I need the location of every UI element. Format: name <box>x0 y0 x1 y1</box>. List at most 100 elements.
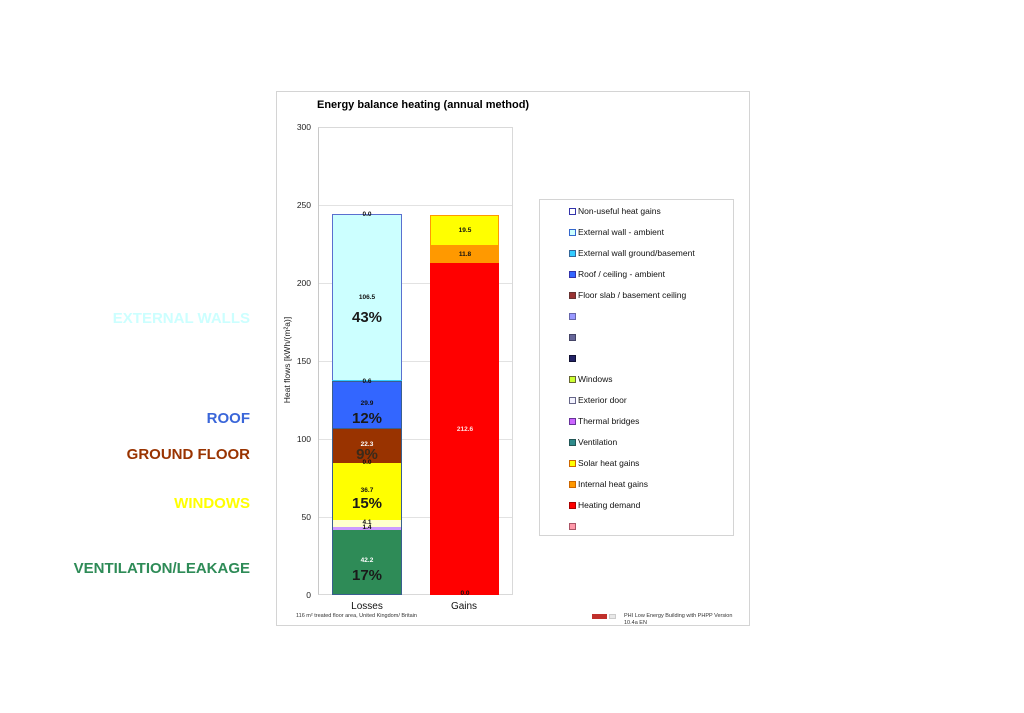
legend-item-ventilation: Ventilation <box>569 436 617 448</box>
legend-swatch-icon <box>569 333 576 341</box>
legend-item-external-wall-ground: External wall ground/basement <box>569 247 695 259</box>
value-label-ext-wall-ground: 0.6 <box>362 378 372 385</box>
side-label-ground-floor: GROUND FLOOR <box>126 446 250 463</box>
legend-item-roof: Roof / ceiling - ambient <box>569 268 665 280</box>
phpp-logo-icon <box>592 614 607 619</box>
legend-swatch-icon <box>569 249 576 257</box>
legend-label: Thermal bridges <box>578 416 640 426</box>
legend-swatch-icon <box>569 270 576 278</box>
legend-swatch-icon <box>569 417 576 425</box>
pct-label-ventilation: 17% <box>351 567 383 584</box>
plot-area <box>318 127 513 595</box>
legend-item-blank-4 <box>569 520 578 532</box>
legend-swatch-icon <box>569 375 576 383</box>
footnote-floor-area: 116 m² treated floor area, United Kingdo… <box>296 613 417 619</box>
side-label-external-walls: EXTERNAL WALLS <box>112 310 250 327</box>
ytick-100: 100 <box>296 434 311 444</box>
side-label-windows: WINDOWS <box>174 495 250 512</box>
legend-item-windows: Windows <box>569 373 612 385</box>
bar-losses-roof <box>332 381 402 428</box>
bar-losses-exterior-door <box>332 520 402 527</box>
legend-item-external-wall-ambient: External wall - ambient <box>569 226 664 238</box>
legend-item-solar-heat-gains: Solar heat gains <box>569 457 639 469</box>
legend-swatch-icon <box>569 291 576 299</box>
legend-swatch-icon <box>569 207 576 215</box>
legend-label: Exterior door <box>578 395 627 405</box>
legend-label: Non-useful heat gains <box>578 206 661 216</box>
pct-label-ext-wall: 43% <box>351 309 383 326</box>
bar-losses-ext-wall-ambient <box>332 214 402 380</box>
side-label-roof: ROOF <box>206 410 250 427</box>
legend-swatch-icon <box>569 228 576 236</box>
phi-logo-icon <box>609 614 616 619</box>
footnote-version: PHI Low Energy Building with PHPP Versio… <box>624 613 733 626</box>
value-label-heating: 212.6 <box>456 426 474 433</box>
value-label-zero-windows-top: 0.0 <box>362 459 372 466</box>
legend-item-blank-1 <box>569 310 578 322</box>
bar-losses-floor-slab <box>332 428 402 463</box>
value-label-ventilation: 42.2 <box>360 557 374 564</box>
bar-losses-windows <box>332 463 402 520</box>
bar-gains-heating-demand <box>430 263 499 595</box>
x-category-losses: Losses <box>351 601 383 612</box>
value-label-floor-slab: 22.3 <box>360 441 374 448</box>
ytick-200: 200 <box>296 278 311 288</box>
legend-label: Internal heat gains <box>578 479 648 489</box>
bar-losses-ventilation <box>332 529 402 595</box>
legend-item-blank-3 <box>569 352 578 364</box>
legend-item-exterior-door: Exterior door <box>569 394 627 406</box>
legend-swatch-icon <box>569 312 576 320</box>
legend-item-heating-demand: Heating demand <box>569 499 640 511</box>
legend-label: Roof / ceiling - ambient <box>578 269 665 279</box>
pct-label-windows: 15% <box>351 495 383 512</box>
pct-label-floor: 9% <box>356 446 378 463</box>
gridline-250 <box>318 205 513 206</box>
legend-item-internal-heat-gains: Internal heat gains <box>569 478 648 490</box>
ytick-150: 150 <box>296 356 311 366</box>
legend-label: External wall ground/basement <box>578 248 695 258</box>
pct-label-roof: 12% <box>351 410 383 427</box>
bar-losses-thermal-bridges <box>332 527 402 530</box>
value-label-ext-wall-ambient: 106.5 <box>358 294 376 301</box>
value-label-solar: 19.5 <box>458 227 472 234</box>
legend-label: Heating demand <box>578 500 641 510</box>
bar-gains-internal <box>430 245 499 263</box>
value-label-windows: 36.7 <box>360 487 374 494</box>
legend-swatch-icon <box>569 480 576 488</box>
legend-label: External wall - ambient <box>578 227 664 237</box>
ytick-300: 300 <box>296 122 311 132</box>
bar-losses-ext-wall-ground <box>332 380 402 381</box>
gridline-200 <box>318 283 513 284</box>
y-axis-label: Heat flows [kWh/(m²a)] <box>282 316 292 404</box>
legend-label: Windows <box>578 374 613 384</box>
legend-swatch-icon <box>569 438 576 446</box>
legend-label: Floor slab / basement ceiling <box>578 290 687 300</box>
ytick-50: 50 <box>301 512 311 522</box>
x-category-gains: Gains <box>450 601 478 612</box>
value-label-exterior-door: 4.1 <box>362 519 372 526</box>
legend-swatch-icon <box>569 501 576 509</box>
value-label-non-useful: 0.0 <box>362 211 372 218</box>
gridline-100 <box>318 439 513 440</box>
legend-item-thermal-bridges: Thermal bridges <box>569 415 639 427</box>
legend-label: Solar heat gains <box>578 458 640 468</box>
legend-label: Ventilation <box>578 437 618 447</box>
value-label-gains-base: 0.0 <box>460 590 470 597</box>
gridline-150 <box>318 361 513 362</box>
legend-item-floor-slab: Floor slab / basement ceiling <box>569 289 686 301</box>
legend-swatch-icon <box>569 354 576 362</box>
legend-item-non-useful-heat-gains: Non-useful heat gains <box>569 205 661 217</box>
value-label-internal: 11.8 <box>458 251 472 258</box>
gridline-50 <box>318 517 513 518</box>
chart-title: Energy balance heating (annual method) <box>317 99 530 111</box>
ytick-0: 0 <box>306 590 311 600</box>
legend-item-blank-2 <box>569 331 578 343</box>
value-label-thermal-bridges: 1.4 <box>362 524 372 531</box>
legend-swatch-icon <box>569 522 576 530</box>
side-label-ventilation: VENTILATION/LEAKAGE <box>73 560 250 577</box>
legend-swatch-icon <box>569 396 576 404</box>
chart-legend: Non-useful heat gains External wall - am… <box>539 199 734 536</box>
legend-swatch-icon <box>569 459 576 467</box>
ytick-250: 250 <box>296 200 311 210</box>
bar-gains-solar <box>430 215 499 245</box>
